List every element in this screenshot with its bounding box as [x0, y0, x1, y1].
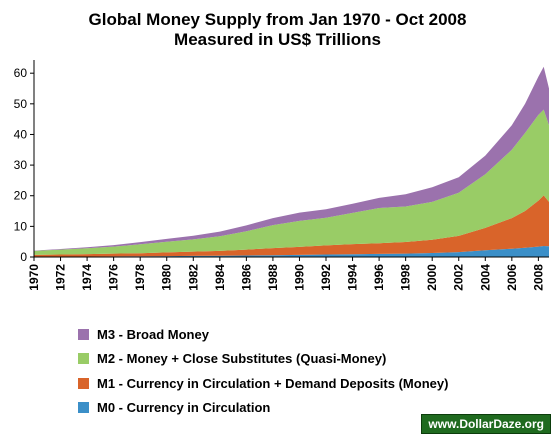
x-tick-label: 1982 [186, 264, 200, 291]
y-tick-label: 0 [20, 250, 27, 264]
x-tick-label: 1988 [266, 264, 280, 291]
legend-swatch-m3 [78, 328, 89, 340]
legend-label-m3: M3 - Broad Money [97, 326, 209, 342]
x-tick-label: 1990 [292, 264, 306, 291]
legend-item-m1: M1 - Currency in Circulation + Demand De… [78, 371, 448, 396]
y-tick-label: 30 [14, 158, 28, 172]
series-area-m1 [34, 195, 549, 257]
legend-item-m0: M0 - Currency in Circulation [78, 396, 448, 421]
x-tick-label: 2000 [425, 264, 439, 291]
legend-swatch-m1 [78, 377, 89, 389]
x-tick-label: 1974 [80, 264, 94, 291]
legend-item-m3: M3 - Broad Money [78, 322, 448, 347]
y-tick-label: 40 [14, 127, 28, 141]
chart-legend: M3 - Broad Money M2 - Money + Close Subs… [78, 322, 448, 420]
series-area-m0 [34, 246, 549, 257]
legend-swatch-m0 [78, 402, 89, 414]
x-tick-label: 1980 [160, 264, 174, 291]
x-tick-label: 1978 [133, 264, 147, 291]
x-tick-label: 1998 [399, 264, 413, 291]
site-watermark[interactable]: www.DollarDaze.org [421, 414, 551, 434]
legend-label-m2: M2 - Money + Close Substitutes (Quasi-Mo… [97, 351, 387, 367]
legend-label-m1: M1 - Currency in Circulation + Demand De… [97, 375, 449, 391]
y-tick-label: 60 [14, 66, 28, 80]
y-tick-label: 20 [14, 189, 28, 203]
y-tick-label: 50 [14, 97, 28, 111]
x-tick-label: 1984 [213, 264, 227, 291]
x-tick-label: 2008 [531, 264, 545, 291]
legend-item-m2: M2 - Money + Close Substitutes (Quasi-Mo… [78, 347, 448, 372]
x-tick-label: 1972 [54, 264, 68, 291]
chart-subtitle: Measured in US$ Trillions [174, 30, 381, 49]
x-tick-label: 1970 [27, 264, 41, 291]
legend-swatch-m2 [78, 353, 89, 365]
x-tick-label: 1994 [346, 264, 360, 291]
x-tick-label: 1996 [372, 264, 386, 291]
series-area-m2 [34, 109, 549, 255]
x-tick-label: 1992 [319, 264, 333, 291]
x-tick-label: 2006 [505, 264, 519, 291]
chart-title: Global Money Supply from Jan 1970 - Oct … [88, 10, 467, 29]
x-tick-label: 1976 [107, 264, 121, 291]
x-tick-label: 1986 [239, 264, 253, 291]
x-tick-label: 2002 [452, 264, 466, 291]
y-tick-label: 10 [14, 219, 28, 233]
x-tick-label: 2004 [478, 264, 492, 291]
legend-label-m0: M0 - Currency in Circulation [97, 400, 271, 416]
